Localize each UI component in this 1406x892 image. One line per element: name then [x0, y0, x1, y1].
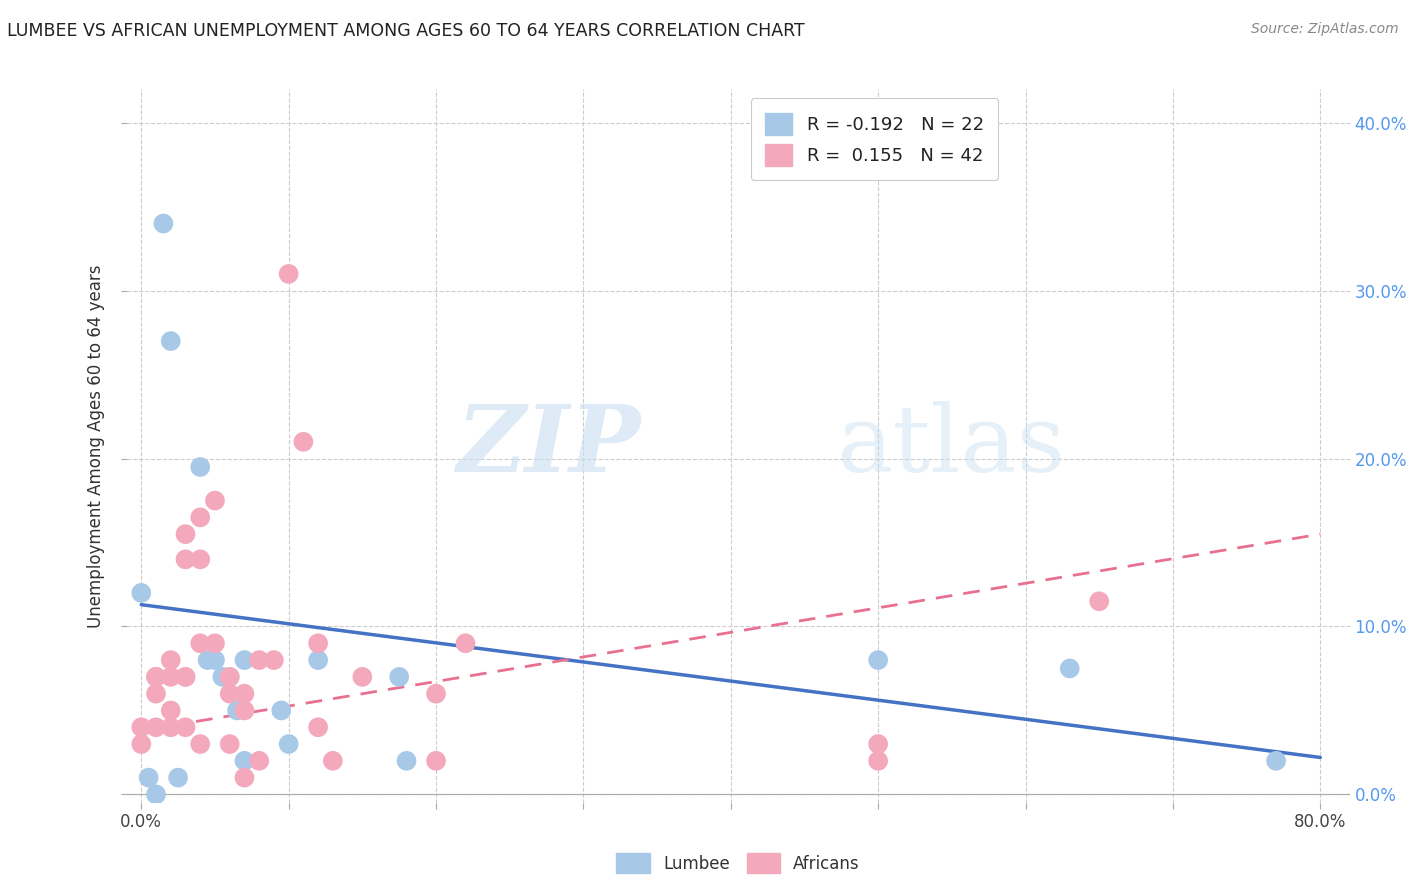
Legend: Lumbee, Africans: Lumbee, Africans	[610, 847, 866, 880]
Point	[174, 552, 197, 566]
Point	[322, 754, 344, 768]
Point	[204, 653, 226, 667]
Point	[233, 653, 256, 667]
Point	[188, 737, 211, 751]
Point	[1088, 594, 1111, 608]
Point	[454, 636, 477, 650]
Point	[174, 670, 197, 684]
Point	[188, 510, 211, 524]
Point	[307, 653, 329, 667]
Point	[159, 653, 181, 667]
Point	[868, 653, 890, 667]
Point	[425, 754, 447, 768]
Point	[188, 460, 211, 475]
Point	[292, 434, 315, 449]
Point	[307, 636, 329, 650]
Point	[159, 720, 181, 734]
Point	[233, 771, 256, 785]
Point	[233, 754, 256, 768]
Point	[129, 586, 152, 600]
Point	[226, 703, 249, 717]
Point	[247, 653, 270, 667]
Point	[395, 754, 418, 768]
Point	[159, 334, 181, 348]
Text: ZIP: ZIP	[456, 401, 640, 491]
Point	[129, 737, 152, 751]
Point	[1059, 661, 1081, 675]
Point	[868, 754, 890, 768]
Point	[188, 636, 211, 650]
Point	[277, 267, 299, 281]
Point	[145, 670, 167, 684]
Point	[145, 788, 167, 802]
Point	[218, 670, 240, 684]
Point	[204, 636, 226, 650]
Text: atlas: atlas	[837, 401, 1066, 491]
Point	[138, 771, 160, 785]
Point	[247, 754, 270, 768]
Point	[352, 670, 374, 684]
Point	[233, 703, 256, 717]
Point	[218, 737, 240, 751]
Point	[174, 720, 197, 734]
Point	[145, 687, 167, 701]
Point	[188, 552, 211, 566]
Point	[277, 737, 299, 751]
Point	[218, 670, 240, 684]
Point	[159, 703, 181, 717]
Y-axis label: Unemployment Among Ages 60 to 64 years: Unemployment Among Ages 60 to 64 years	[87, 264, 105, 628]
Point	[167, 771, 190, 785]
Point	[425, 687, 447, 701]
Point	[197, 653, 219, 667]
Point	[145, 670, 167, 684]
Text: LUMBEE VS AFRICAN UNEMPLOYMENT AMONG AGES 60 TO 64 YEARS CORRELATION CHART: LUMBEE VS AFRICAN UNEMPLOYMENT AMONG AGE…	[7, 22, 804, 40]
Point	[174, 670, 197, 684]
Point	[211, 670, 233, 684]
Point	[204, 493, 226, 508]
Point	[129, 720, 152, 734]
Point	[218, 687, 240, 701]
Point	[233, 687, 256, 701]
Point	[307, 720, 329, 734]
Point	[868, 737, 890, 751]
Point	[263, 653, 285, 667]
Point	[152, 217, 174, 231]
Point	[159, 670, 181, 684]
Point	[270, 703, 292, 717]
Point	[1265, 754, 1288, 768]
Point	[174, 527, 197, 541]
Text: Source: ZipAtlas.com: Source: ZipAtlas.com	[1251, 22, 1399, 37]
Point	[388, 670, 411, 684]
Point	[145, 720, 167, 734]
